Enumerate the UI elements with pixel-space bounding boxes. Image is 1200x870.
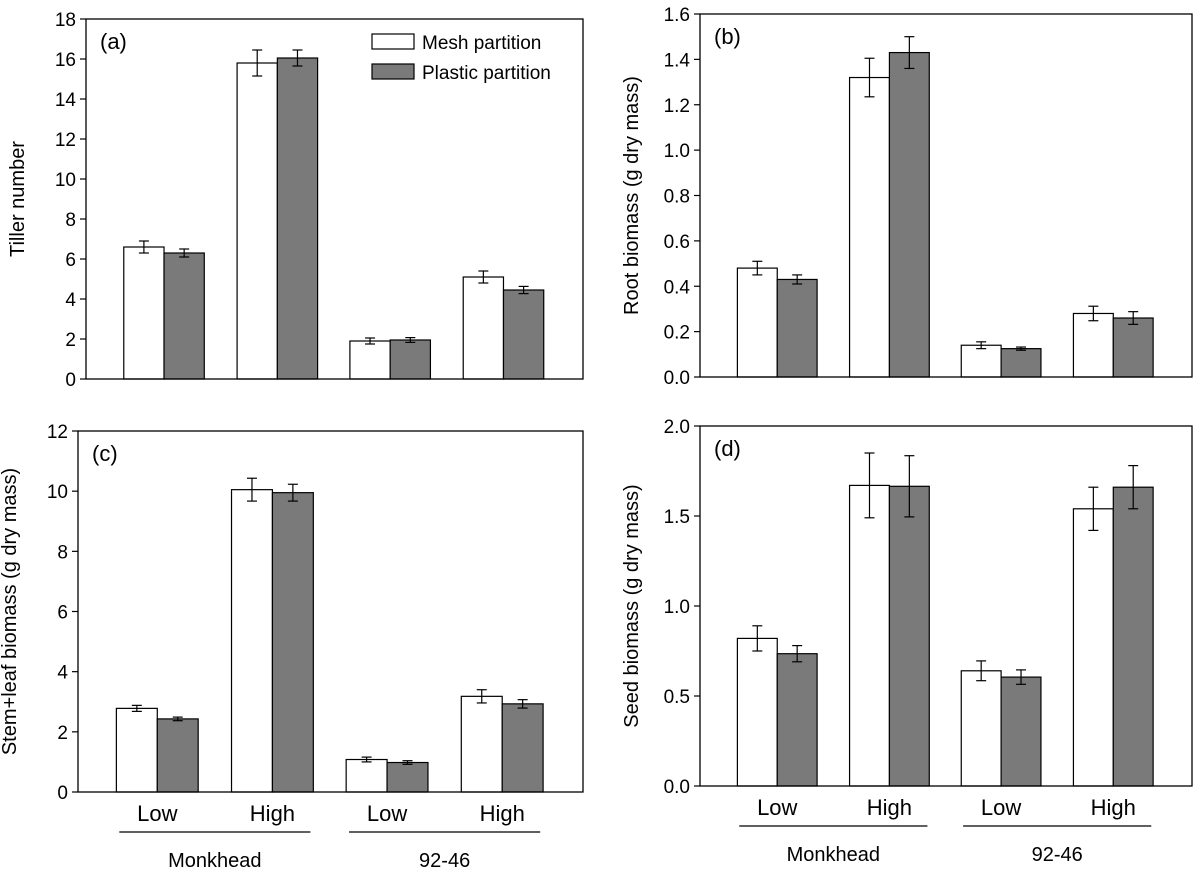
- category-label-high: High: [480, 801, 525, 826]
- y-tick-label: 6: [57, 603, 68, 624]
- y-tick-label: 1.6: [664, 5, 690, 26]
- bar-mesh: [848, 484, 891, 787]
- bar-mesh: [460, 695, 503, 793]
- legend-swatch-mesh: [371, 33, 415, 50]
- panel-b: 0.0 0.2 0.4 0.6 0.8 1.0 1.2 1.4 1.6 Root biomass …: [621, 5, 1193, 389]
- y-tick-label: 0.8: [664, 187, 690, 208]
- category-label-high: High: [867, 795, 912, 820]
- y-tick-label: 10: [55, 170, 76, 191]
- bar-plastic: [271, 492, 314, 793]
- bar-mesh: [230, 489, 274, 793]
- y-axis-label: Seed biomass (g dry mass): [621, 484, 643, 727]
- category-label-high: High: [1091, 795, 1136, 820]
- y-tick-label: 6: [65, 250, 76, 271]
- bar-plastic: [776, 278, 818, 378]
- y-tick-label: 12: [47, 422, 68, 443]
- bar-mesh: [960, 344, 1002, 378]
- bar-mesh: [123, 246, 165, 380]
- bar-plastic: [502, 289, 545, 380]
- bar-plastic: [501, 703, 544, 793]
- category-label-low: Low: [981, 795, 1021, 820]
- plot-frame: [85, 18, 584, 380]
- y-tick-label: 0.6: [664, 232, 690, 253]
- bar-mesh: [462, 276, 505, 380]
- y-tick-label: 12: [55, 130, 76, 151]
- category-label-high: High: [250, 801, 295, 826]
- legend: Mesh partition Plastic partition: [371, 33, 551, 84]
- bar-plastic: [163, 252, 205, 380]
- bar-plastic: [1112, 317, 1154, 378]
- y-tick-label: 0.4: [664, 277, 691, 298]
- panel-c: 0 2 4 6 8 10 12 Stem+leaf biomass (g dry mass) (…: [0, 422, 584, 870]
- y-axis-label: Root biomass (g dry mass): [621, 76, 643, 315]
- y-tick-label: 0.2: [664, 323, 690, 344]
- y-tick-label: 1.0: [664, 141, 690, 162]
- y-tick-label: 4: [65, 290, 76, 311]
- group-label: Monkhead: [787, 844, 880, 866]
- panel-label: (d): [714, 436, 741, 461]
- panel-label: (c): [92, 441, 118, 466]
- y-tick-label: 8: [65, 210, 76, 231]
- bar-plastic: [776, 653, 818, 787]
- y-tick-label: 1.4: [664, 50, 691, 71]
- category-label-low: Low: [367, 801, 407, 826]
- bar-mesh: [736, 637, 778, 787]
- bar-plastic: [156, 718, 199, 793]
- bar-mesh: [736, 267, 778, 378]
- y-tick-label: 0.0: [664, 777, 690, 798]
- bar-mesh: [960, 670, 1002, 787]
- bar-plastic: [1112, 486, 1154, 787]
- legend-swatch-plastic: [371, 63, 415, 80]
- bar-plastic: [888, 485, 930, 787]
- group-label: Monkhead: [168, 850, 261, 870]
- bar-mesh: [349, 340, 391, 380]
- y-tick-label: 1.5: [664, 507, 690, 528]
- y-tick-label: 18: [55, 10, 76, 31]
- y-tick-label: 1.2: [664, 96, 690, 117]
- y-tick-label: 14: [55, 90, 77, 111]
- panel-a: 0 2 4 6 8 10 12 14 16 18 Tiller number (a) Mesh part…: [7, 10, 584, 391]
- y-tick-label: 16: [55, 50, 76, 71]
- y-tick-label: 0.5: [664, 687, 690, 708]
- y-tick-label: 0: [65, 370, 76, 391]
- y-tick-label: 0: [57, 783, 68, 804]
- y-tick-label: 4: [57, 663, 68, 684]
- bar-plastic: [1000, 676, 1042, 787]
- y-tick-label: 1.0: [664, 597, 690, 618]
- group-label: 92-46: [1032, 844, 1083, 866]
- bar-mesh: [115, 707, 158, 793]
- y-tick-label: 8: [57, 542, 68, 563]
- bar-plastic: [386, 761, 429, 793]
- bar-mesh: [345, 758, 388, 793]
- panel-label: (b): [714, 24, 741, 49]
- bar-plastic: [389, 339, 432, 380]
- y-tick-label: 10: [47, 482, 68, 503]
- bar-mesh: [1072, 508, 1114, 787]
- category-label-low: Low: [757, 795, 797, 820]
- panel-label: (a): [100, 29, 127, 54]
- y-tick-label: 2: [65, 330, 76, 351]
- bar-mesh: [848, 76, 891, 378]
- bar-mesh: [236, 62, 278, 380]
- bar-plastic: [888, 51, 930, 378]
- y-tick-label: 2.0: [664, 417, 690, 438]
- panel-d: 0.0 0.5 1.0 1.5 2.0 Seed biomass (g dry mass)…: [621, 417, 1193, 866]
- y-axis-label: Stem+leaf biomass (g dry mass): [0, 468, 21, 755]
- y-tick-label: 0.0: [664, 368, 690, 389]
- y-tick-label: 2: [57, 723, 68, 744]
- legend-label-mesh: Mesh partition: [422, 33, 541, 54]
- bar-plastic: [1000, 348, 1042, 378]
- category-label-low: Low: [137, 801, 177, 826]
- bar-plastic: [276, 57, 319, 380]
- y-axis-label: Tiller number: [7, 141, 29, 257]
- bar-mesh: [1072, 312, 1114, 378]
- legend-label-plastic: Plastic partition: [422, 63, 551, 84]
- group-label: 92-46: [419, 850, 470, 870]
